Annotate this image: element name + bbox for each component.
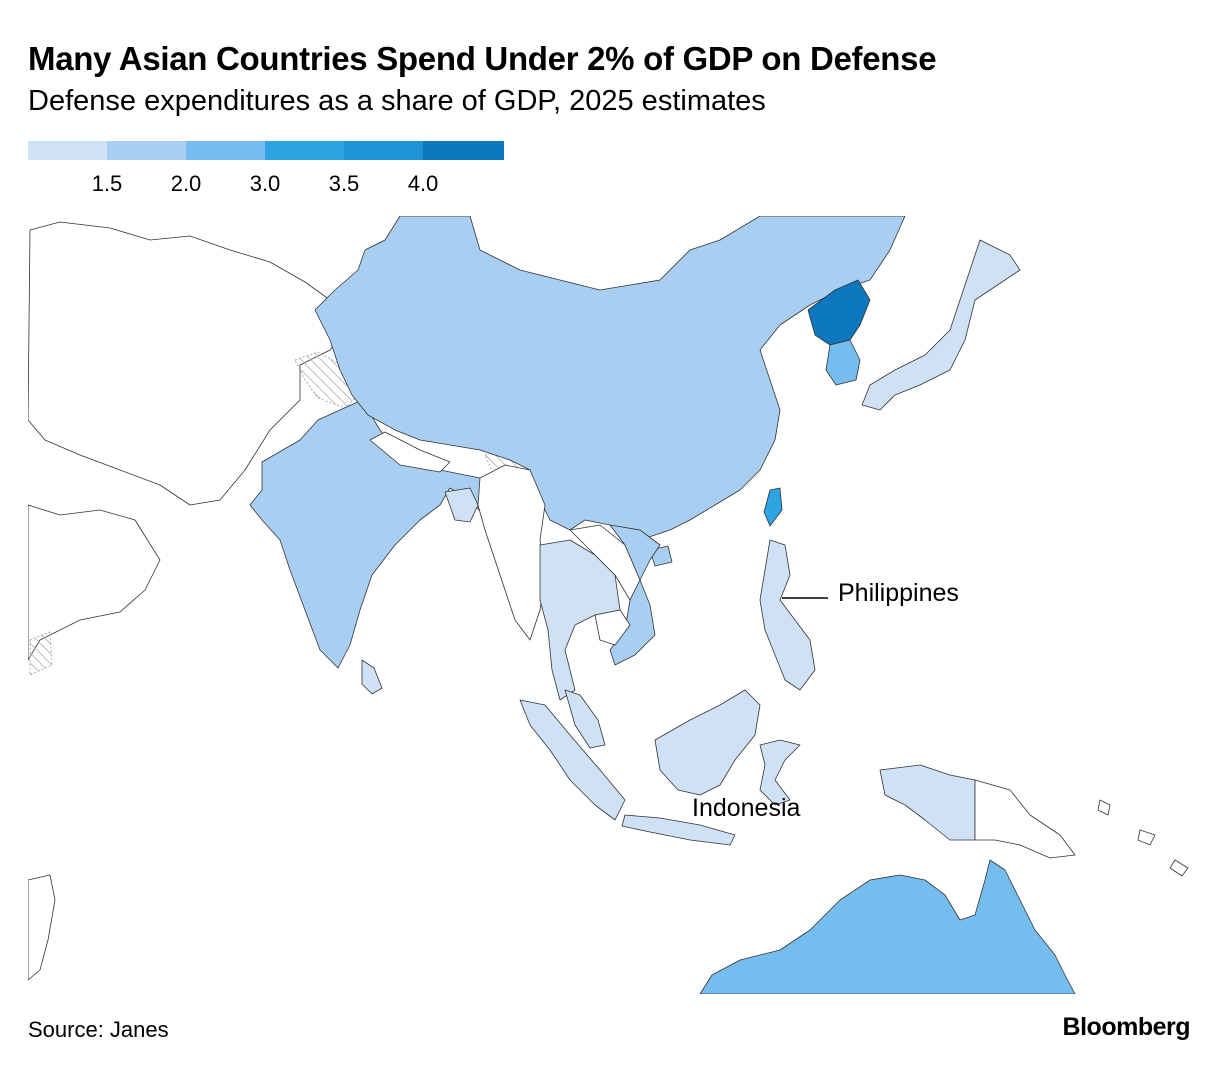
color-legend: 1.5 2.0 3.0 3.5 4.0 [28,141,504,201]
island-borneo [654,689,761,796]
region-papua [879,764,976,841]
country-nepal [369,431,451,473]
legend-bin-6 [423,141,504,160]
disputed-left [29,631,53,676]
legend-tick-2-0: 2.0 [170,171,202,196]
island-java [621,814,736,846]
bloomberg-logo: Bloomberg [1062,1013,1191,1041]
country-australia [699,859,1076,994]
country-philippines [759,539,816,691]
legend-tick-3-0: 3.0 [249,171,281,196]
legend-bin-5 [344,141,424,160]
country-malaysia-peninsula [564,689,606,749]
legend-tick-3-5: 3.5 [328,171,360,196]
chart-subtitle: Defense expenditures as a share of GDP, … [28,85,766,117]
country-china [314,216,906,541]
legend-bin-3 [186,141,266,160]
region-myanmar [477,464,546,641]
legend-bin-4 [265,141,345,160]
label-philippines: Philippines [838,579,959,607]
islands-pacific [1097,799,1189,877]
country-vietnam [609,524,661,666]
country-sri-lanka [361,659,383,695]
country-north-korea [807,279,871,346]
chart-title: Many Asian Countries Spend Under 2% of G… [28,40,937,77]
legend-bin-2 [107,141,187,160]
legend-bin-1 [28,141,108,160]
source-note: Source: Janes [28,1017,169,1042]
region-bottom-left [28,874,56,981]
country-cambodia [594,609,631,646]
country-bangladesh [444,487,479,523]
country-taiwan [763,487,783,527]
country-south-korea [825,339,861,386]
label-indonesia: Indonesia [692,794,801,822]
country-papua-new-guinea [974,779,1076,859]
island-sumatra [519,699,626,821]
disputed-kashmir [294,351,363,409]
country-japan [861,239,1021,411]
legend-tick-4-0: 4.0 [407,171,439,196]
island-sulawesi [759,739,801,806]
legend-tick-1-5: 1.5 [91,171,123,196]
country-india [249,399,509,669]
